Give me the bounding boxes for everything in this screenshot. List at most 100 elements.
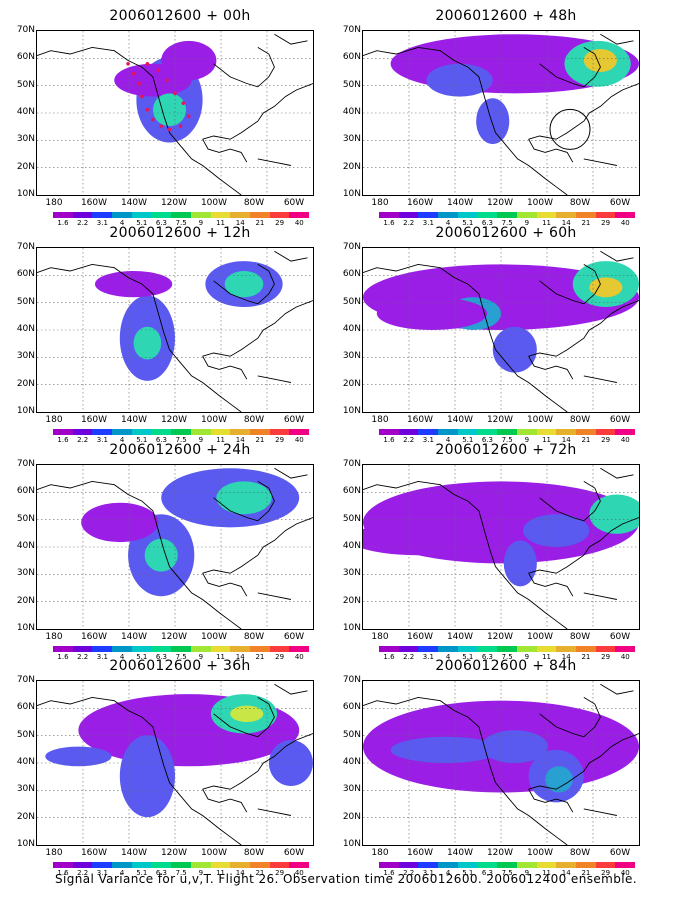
colorbar-swatch — [230, 646, 250, 652]
variance-contour — [426, 63, 493, 97]
y-tick-label: 40N — [16, 541, 35, 551]
y-tick-label: 40N — [16, 107, 35, 117]
colorbar-swatch — [230, 212, 250, 218]
y-tick-label: 10N — [16, 839, 35, 849]
colorbar — [53, 646, 309, 652]
variance-contour — [589, 277, 623, 298]
colorbar-label: 1.6 — [57, 869, 69, 877]
observation-point — [151, 117, 155, 122]
y-tick-label: 70N — [342, 459, 361, 469]
colorbar-swatch — [477, 429, 498, 435]
colorbar-label: 4 — [445, 436, 451, 444]
variance-map — [363, 31, 639, 195]
y-tick-label: 60N — [342, 486, 361, 497]
colorbar-label: 9 — [524, 869, 530, 877]
colorbar-swatch — [398, 646, 419, 652]
x-tick-label: 180 — [45, 632, 63, 642]
colorbar-swatch — [53, 212, 73, 218]
colorbar-swatch — [112, 862, 132, 868]
colorbar-label: 29 — [601, 653, 611, 661]
colorbar-label: 11 — [542, 436, 551, 444]
x-tick-label: 140W — [446, 632, 474, 642]
x-tick-label: 140W — [120, 415, 148, 425]
colorbar-swatch — [269, 212, 290, 218]
colorbar-swatch — [131, 646, 152, 652]
colorbar-swatch — [171, 862, 191, 868]
map-panel: 2006012600 + 72h 70N 60N 50N 40N 30N 20N 10N 180… — [326, 442, 656, 661]
colorbar-swatch — [595, 862, 616, 868]
x-tick-label: 100W — [200, 415, 228, 425]
colorbar-label: 40 — [620, 653, 630, 661]
colorbar-swatch — [53, 429, 73, 435]
colorbar-swatch — [477, 862, 498, 868]
x-tick-label: 160W — [80, 848, 108, 858]
colorbar-label: 40 — [620, 869, 630, 877]
colorbar-label: 29 — [601, 869, 611, 877]
y-tick-label: 50N — [16, 79, 35, 90]
colorbar-label: 4 — [119, 869, 125, 877]
variance-contour — [230, 705, 264, 722]
colorbar-label: 2.2 — [403, 436, 415, 444]
x-tick-label: 120W — [160, 848, 188, 858]
variance-contour — [216, 481, 272, 515]
colorbar-swatch — [151, 212, 172, 218]
x-tick-label: 140W — [120, 198, 148, 208]
colorbar-swatch — [210, 212, 231, 218]
y-tick-label: 30N — [16, 568, 35, 579]
x-tick-label: 60W — [609, 632, 631, 642]
x-tick-label: 100W — [200, 848, 228, 858]
coastline — [37, 33, 313, 195]
colorbar-label: 1.6 — [383, 219, 395, 227]
colorbar-label: 2.2 — [77, 436, 89, 444]
y-tick-label: 60N — [342, 269, 361, 280]
map-area — [36, 680, 314, 846]
colorbar-swatch — [457, 212, 478, 218]
observation-point — [178, 124, 183, 128]
variance-contour — [152, 93, 187, 127]
colorbar-label: 2.2 — [77, 869, 89, 877]
colorbar-swatch — [171, 429, 191, 435]
variance-contour — [476, 98, 510, 145]
colorbar-swatch — [269, 429, 290, 435]
colorbar-label: 3.1 — [96, 653, 108, 661]
colorbar-label: 21 — [255, 869, 265, 877]
colorbar-swatch — [151, 862, 172, 868]
colorbar-label: 6.3 — [481, 219, 494, 227]
y-tick-label: 20N — [342, 161, 361, 172]
colorbar-swatch — [230, 862, 250, 868]
observation-point — [173, 91, 177, 96]
colorbar-label: 1.6 — [57, 219, 69, 227]
colorbar-swatch — [556, 429, 576, 435]
x-tick-label: 140W — [446, 198, 474, 208]
y-tick-label: 10N — [16, 189, 35, 199]
x-tick-label: 60W — [609, 848, 631, 858]
colorbar-swatch — [112, 646, 132, 652]
colorbar-label: 1.6 — [383, 436, 395, 444]
y-tick-label: 40N — [342, 541, 361, 551]
colorbar-label: 7.5 — [175, 436, 187, 444]
colorbar-swatch — [615, 646, 635, 652]
colorbar-swatch — [536, 212, 557, 218]
colorbar-swatch — [249, 862, 270, 868]
colorbar-label: 2.2 — [403, 653, 415, 661]
colorbar-label: 21 — [581, 436, 591, 444]
x-tick-label: 100W — [526, 415, 554, 425]
colorbar-swatch — [72, 646, 93, 652]
colorbar-swatch — [151, 646, 172, 652]
colorbar-swatch — [151, 429, 172, 435]
y-tick-label: 10N — [342, 189, 361, 199]
y-tick-label: 60N — [16, 52, 35, 63]
y-tick-label: 20N — [16, 595, 35, 606]
x-tick-label: 140W — [446, 415, 474, 425]
x-tick-label: 140W — [120, 848, 148, 858]
colorbar-label: 5.1 — [136, 653, 148, 661]
x-tick-label: 80W — [569, 848, 591, 858]
colorbar-swatch — [575, 212, 596, 218]
map-area — [36, 30, 314, 196]
x-tick-label: 120W — [486, 415, 514, 425]
colorbar-label: 3.1 — [422, 219, 434, 227]
colorbar-swatch — [289, 429, 309, 435]
colorbar-swatch — [595, 429, 616, 435]
colorbar-label: 5.1 — [462, 219, 474, 227]
x-tick-label: 60W — [283, 632, 305, 642]
